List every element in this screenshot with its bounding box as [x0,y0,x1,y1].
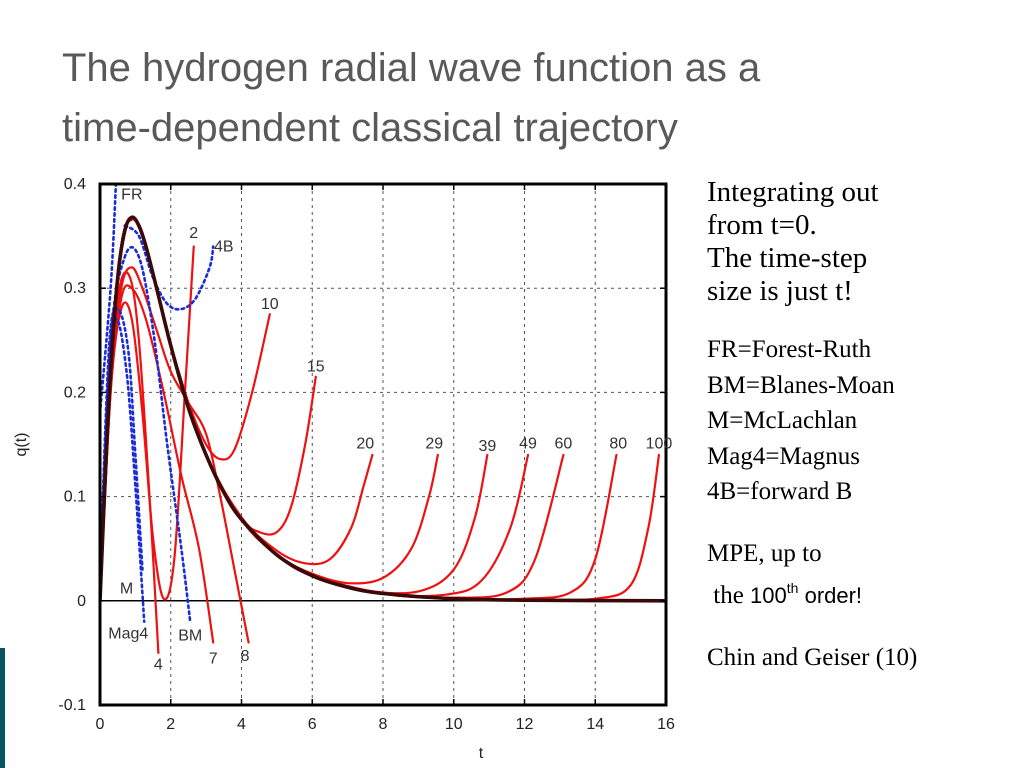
x-axis-label: t [479,745,484,762]
wave-function-chart: 0 2 4 6 8 10 12 14 16-0.100.10.20.30.4tq(t)FR24B… [13,176,675,762]
x-tick-label: 8 [379,716,388,733]
annotation-2: 2 [189,225,198,242]
annotation-15: 15 [307,359,325,376]
series-line-15 [100,218,317,602]
x-tick-label: 12 [516,716,534,733]
legend-line-4b: 4B=forward B [707,478,853,505]
annotation-4: 4 [154,657,163,674]
annotation-m: M [120,581,133,598]
citation: Chin and Geiser (10) [707,643,918,671]
x-tick-label: 14 [586,716,604,733]
annotation-80: 80 [609,436,627,453]
side-notes: Integrating out from t=0. The time-step … [707,176,1017,675]
y-tick-label: 0.3 [64,280,86,297]
x-tick-label: 16 [657,716,675,733]
note-line-2: from t=0. [707,209,817,241]
series-line-60 [100,218,565,602]
y-tick-label: 0.1 [64,489,86,506]
title-line-1: The hydrogen radial wave function as a [62,46,761,90]
series-line-39 [100,218,489,602]
series-line-exact [100,215,666,603]
y-tick-label: 0.2 [64,384,86,401]
series-line-7 [100,284,215,644]
annotation-7: 7 [209,650,218,667]
annotation-mag4: Mag4 [108,625,148,642]
y-axis-label: q(t) [13,433,30,457]
note-line-3: The time-step [707,242,868,274]
legend-line-m: M=McLachlan [707,407,858,434]
y-tick-label: 0 [77,593,86,610]
x-tick-label: 4 [237,716,246,733]
note-line-1: Integrating out [707,176,879,208]
series-line-80 [100,218,618,602]
legend-line-fr: FR=Forest-Ruth [707,336,872,363]
series-line-4b [123,224,215,311]
annotation-100: 100 [646,436,673,453]
left-accent-strip [0,648,5,768]
annotation-39: 39 [478,438,496,455]
title-line-2: time-dependent classical trajectory [62,106,678,150]
annotation-29: 29 [425,436,443,453]
y-tick-label: 0.4 [64,176,86,193]
annotation-bm: BM [178,627,202,644]
annotation-8: 8 [241,648,250,665]
mpe-order-number: 100th order! [750,580,863,608]
y-tick-label: -0.1 [58,697,86,714]
annotation-20: 20 [356,436,374,453]
note-line-4: size is just t! [707,275,853,307]
x-tick-label: 10 [445,716,463,733]
annotation-4b: 4B [214,239,234,256]
series-line-mag4 [100,318,146,623]
mpe-line-2: the 100th order! [707,571,1017,614]
mpe-line-1: MPE, up to [707,539,822,567]
legend-line-bm: BM=Blanes-Moan [707,371,895,399]
x-tick-label: 2 [166,716,175,733]
series-line-fr [100,184,118,415]
annotation-10: 10 [261,296,279,313]
annotation-fr: FR [121,187,142,204]
mpe-the: the [713,582,744,609]
x-tick-label: 6 [308,716,317,733]
x-tick-label: 0 [96,716,105,733]
annotation-49: 49 [519,436,537,453]
annotation-60: 60 [555,436,573,453]
slide-title: The hydrogen radial wave function as a t… [62,38,1002,158]
legend-line-mag4: Mag4=Magnus [707,442,860,470]
